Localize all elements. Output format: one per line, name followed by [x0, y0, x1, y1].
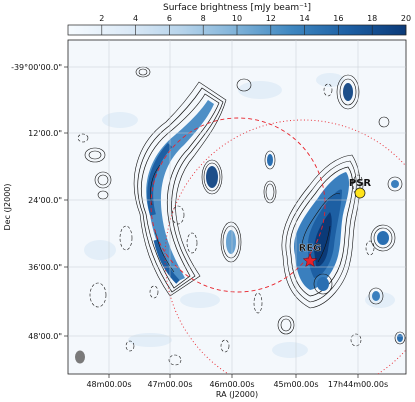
reg-label: REG [299, 243, 322, 254]
x-tick-label: 45m00.00s [273, 380, 318, 389]
colorbar-tick-label: 14 [300, 14, 310, 23]
dashed-region-circle [150, 117, 326, 293]
reg-annotation: REG [298, 243, 322, 268]
y-axis-label: Dec (J2000) [3, 184, 12, 231]
x-axis: 48m00.00s 47m00.00s 46m00.00s 45m00.00s 17h4… [86, 374, 388, 389]
x-tick-label: 17h44m00.00s [328, 380, 388, 389]
beam-ellipse [75, 350, 85, 364]
psr-marker [354, 187, 366, 199]
colorbar-tick-label: 8 [201, 14, 206, 23]
colorbar-tick-label: 20 [401, 14, 411, 23]
psr-label: PSR [349, 178, 372, 189]
reg-star-marker [302, 253, 318, 268]
y-tick-label: 36'00.0" [28, 263, 62, 272]
colorbar-tick-label: 12 [266, 14, 276, 23]
plot-background [67, 39, 407, 375]
y-tick-label: 24'00.0" [28, 196, 62, 205]
compact-sources [84, 66, 406, 345]
colorbar-tick-label: 6 [167, 14, 172, 23]
colorbar-tick-label: 10 [232, 14, 242, 23]
x-tick-label: 46m00.00s [209, 380, 254, 389]
colorbar-ticks: 2 4 6 8 10 12 14 16 18 20 [99, 14, 411, 35]
psr-annotation: PSR [349, 178, 372, 199]
noise-patches [84, 73, 395, 358]
colorbar-tick-label: 2 [99, 14, 104, 23]
y-tick-label: 12'00.0" [28, 129, 62, 138]
y-tick-label: 48'00.0" [28, 332, 62, 341]
colorbar-tick-label: 16 [333, 14, 343, 23]
x-tick-label: 48m00.00s [86, 380, 131, 389]
colorbar-tick-label: 18 [367, 14, 377, 23]
y-axis: -39°00'00.0" 12'00.0" 24'00.0" 36'00.0" 48'0… [11, 63, 68, 341]
colorbar-label: Surface brightness [mJy beam⁻¹] [163, 3, 311, 13]
grid-lines [68, 40, 406, 374]
y-tick-label: -39°00'00.0" [11, 63, 62, 72]
x-axis-label: RA (J2000) [216, 390, 258, 399]
x-tick-label: 47m00.00s [147, 380, 192, 389]
colorbar-tick-label: 4 [133, 14, 138, 23]
